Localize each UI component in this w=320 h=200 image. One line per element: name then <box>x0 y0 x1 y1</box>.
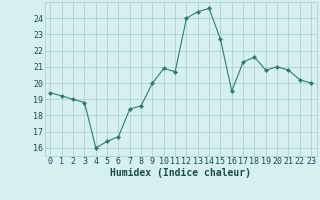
X-axis label: Humidex (Indice chaleur): Humidex (Indice chaleur) <box>110 168 251 178</box>
